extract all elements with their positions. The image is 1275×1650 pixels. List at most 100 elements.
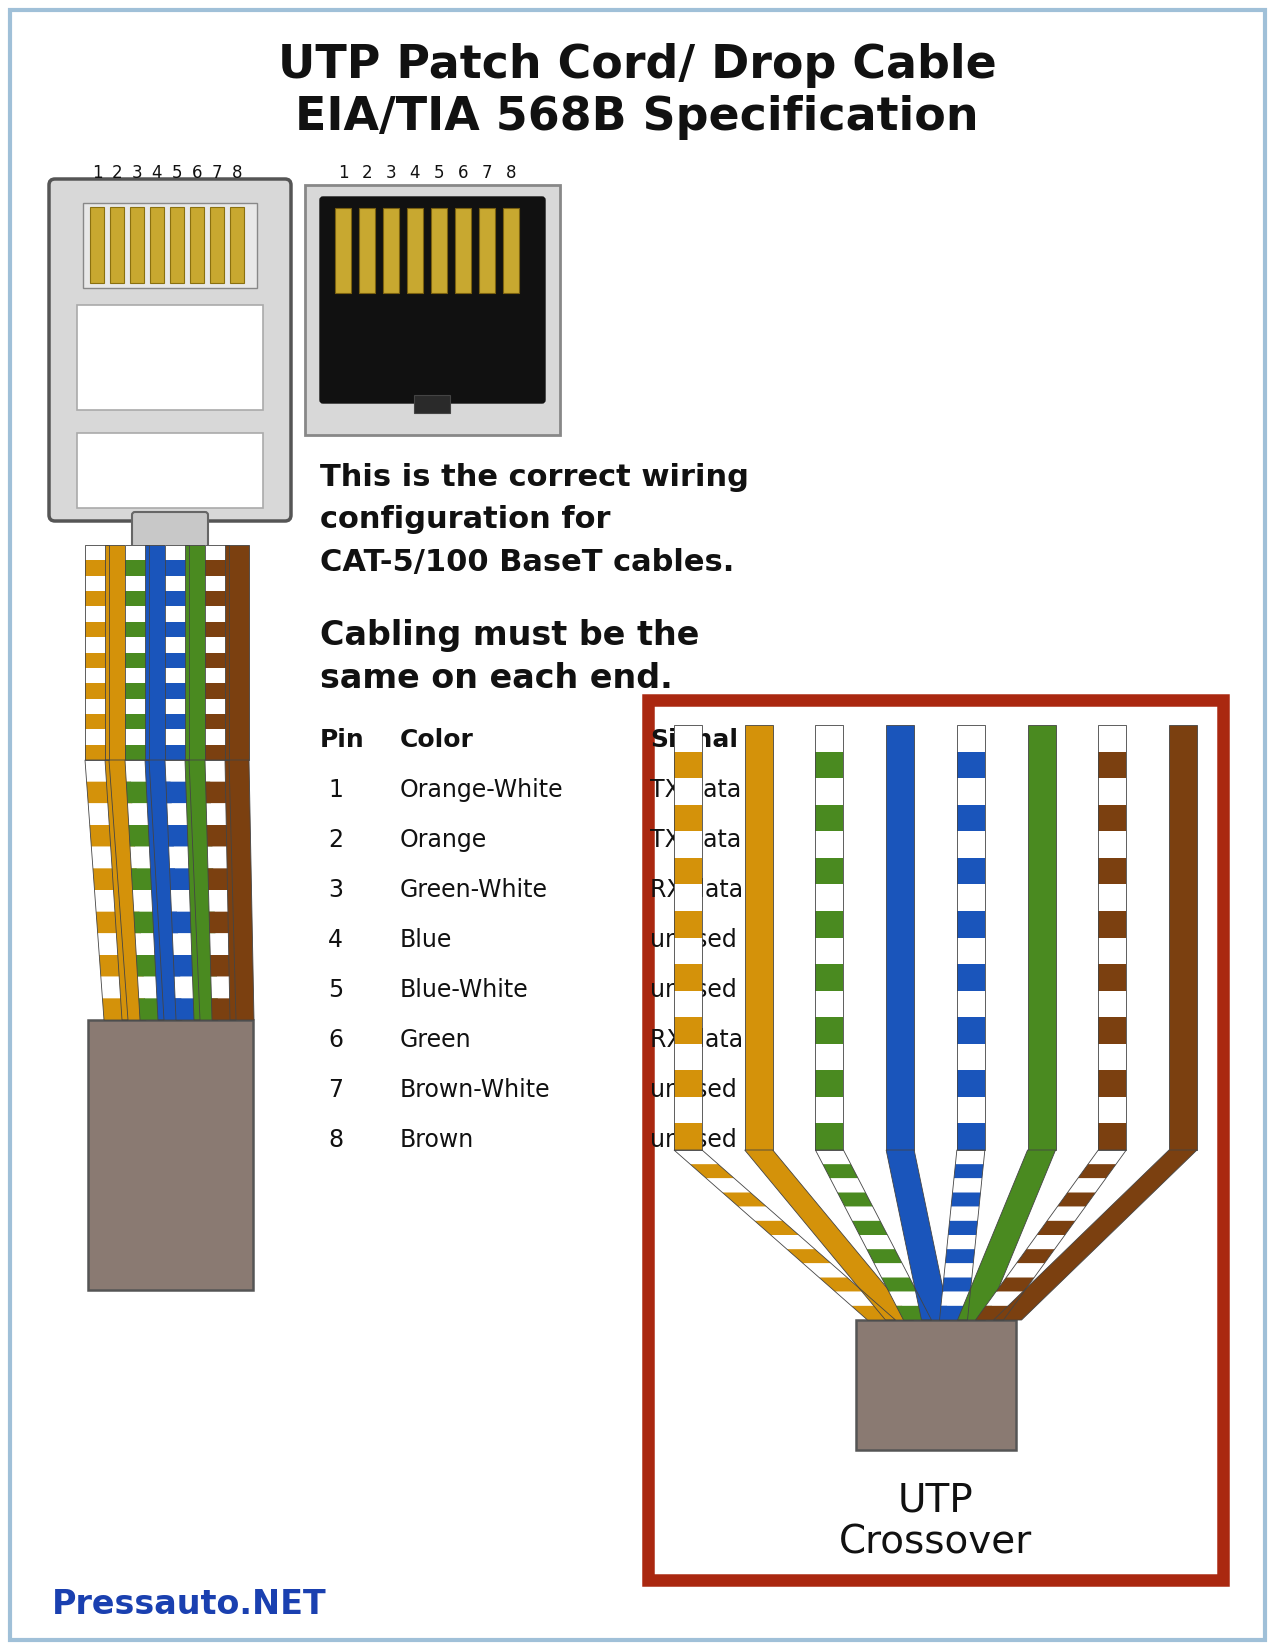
Bar [414, 394, 450, 412]
Bar [745, 724, 773, 1150]
Text: unused: unused [650, 978, 737, 1002]
Polygon shape [738, 1206, 783, 1221]
Polygon shape [92, 846, 117, 868]
Text: 8: 8 [328, 1129, 343, 1152]
Polygon shape [96, 912, 121, 934]
Bar [1098, 1071, 1126, 1097]
Bar [816, 964, 844, 990]
Bar [164, 544, 189, 561]
Bar [674, 1016, 703, 1044]
Bar [85, 668, 108, 683]
Text: unused: unused [650, 927, 737, 952]
Polygon shape [1037, 1221, 1075, 1234]
Polygon shape [172, 934, 198, 955]
Polygon shape [1067, 1178, 1105, 1193]
Polygon shape [167, 804, 191, 825]
Bar [956, 832, 984, 858]
FancyBboxPatch shape [320, 196, 544, 403]
Bar [360, 208, 375, 294]
Bar [125, 637, 149, 652]
Bar [164, 607, 189, 622]
Polygon shape [859, 1234, 895, 1249]
Bar [674, 858, 703, 884]
Bar [674, 964, 703, 990]
Polygon shape [212, 998, 236, 1020]
Bar [85, 744, 108, 761]
Polygon shape [101, 977, 126, 998]
Text: Pressauto.NET: Pressauto.NET [52, 1589, 326, 1622]
Bar [816, 724, 844, 751]
Bar [125, 591, 149, 607]
Bar [956, 911, 984, 937]
FancyBboxPatch shape [48, 178, 291, 521]
Text: Orange: Orange [400, 828, 487, 851]
Bar [674, 990, 703, 1016]
Bar [816, 1124, 844, 1150]
Bar [886, 724, 914, 1150]
Text: 2: 2 [112, 163, 122, 182]
Text: This is the correct wiring: This is the correct wiring [320, 464, 748, 492]
Bar [205, 683, 230, 698]
Bar [1098, 1124, 1126, 1150]
Polygon shape [986, 1292, 1024, 1305]
Bar [956, 724, 984, 1150]
Polygon shape [87, 782, 112, 804]
Text: 7: 7 [328, 1077, 343, 1102]
Bar [816, 1097, 844, 1124]
Text: 6: 6 [328, 1028, 343, 1053]
Bar [816, 832, 844, 858]
Bar [1098, 724, 1126, 1150]
Text: 3: 3 [328, 878, 343, 903]
Bar [185, 544, 209, 761]
Polygon shape [958, 1150, 1056, 1320]
Bar [407, 208, 423, 294]
Polygon shape [845, 1206, 880, 1221]
Polygon shape [208, 846, 232, 868]
Polygon shape [867, 1249, 903, 1264]
Polygon shape [896, 1305, 932, 1320]
Bar [1098, 1016, 1126, 1044]
Polygon shape [1057, 1193, 1095, 1206]
Polygon shape [208, 868, 232, 889]
Bar [205, 729, 230, 744]
Polygon shape [952, 1178, 982, 1193]
Text: Blue-White: Blue-White [400, 978, 529, 1002]
Bar [205, 544, 230, 561]
Bar [76, 305, 263, 409]
Text: 2: 2 [362, 163, 372, 182]
Bar [504, 208, 519, 294]
Bar [1098, 805, 1126, 832]
Polygon shape [951, 1193, 980, 1206]
Polygon shape [945, 1249, 974, 1264]
Text: Brown-White: Brown-White [400, 1077, 551, 1102]
Polygon shape [170, 868, 195, 889]
Polygon shape [126, 782, 152, 804]
Bar [85, 698, 108, 714]
Polygon shape [889, 1292, 924, 1305]
Bar [85, 544, 108, 761]
Polygon shape [139, 998, 164, 1020]
Bar [164, 668, 189, 683]
Bar [674, 724, 703, 751]
Bar [164, 561, 189, 576]
Text: 7: 7 [212, 163, 222, 182]
Polygon shape [1088, 1150, 1126, 1165]
Polygon shape [164, 761, 190, 782]
Polygon shape [131, 868, 157, 889]
Polygon shape [134, 912, 159, 934]
Bar [431, 208, 448, 294]
Polygon shape [128, 804, 153, 825]
Text: 6: 6 [191, 163, 203, 182]
Text: Green-White: Green-White [400, 878, 548, 903]
Text: 6: 6 [458, 163, 468, 182]
Bar [91, 206, 105, 284]
Bar [150, 206, 164, 284]
Polygon shape [207, 825, 231, 846]
Polygon shape [205, 761, 230, 782]
Bar [85, 576, 108, 591]
Bar [205, 561, 230, 576]
Bar [674, 805, 703, 832]
Polygon shape [175, 998, 200, 1020]
Bar [674, 724, 703, 1150]
Bar [674, 937, 703, 964]
